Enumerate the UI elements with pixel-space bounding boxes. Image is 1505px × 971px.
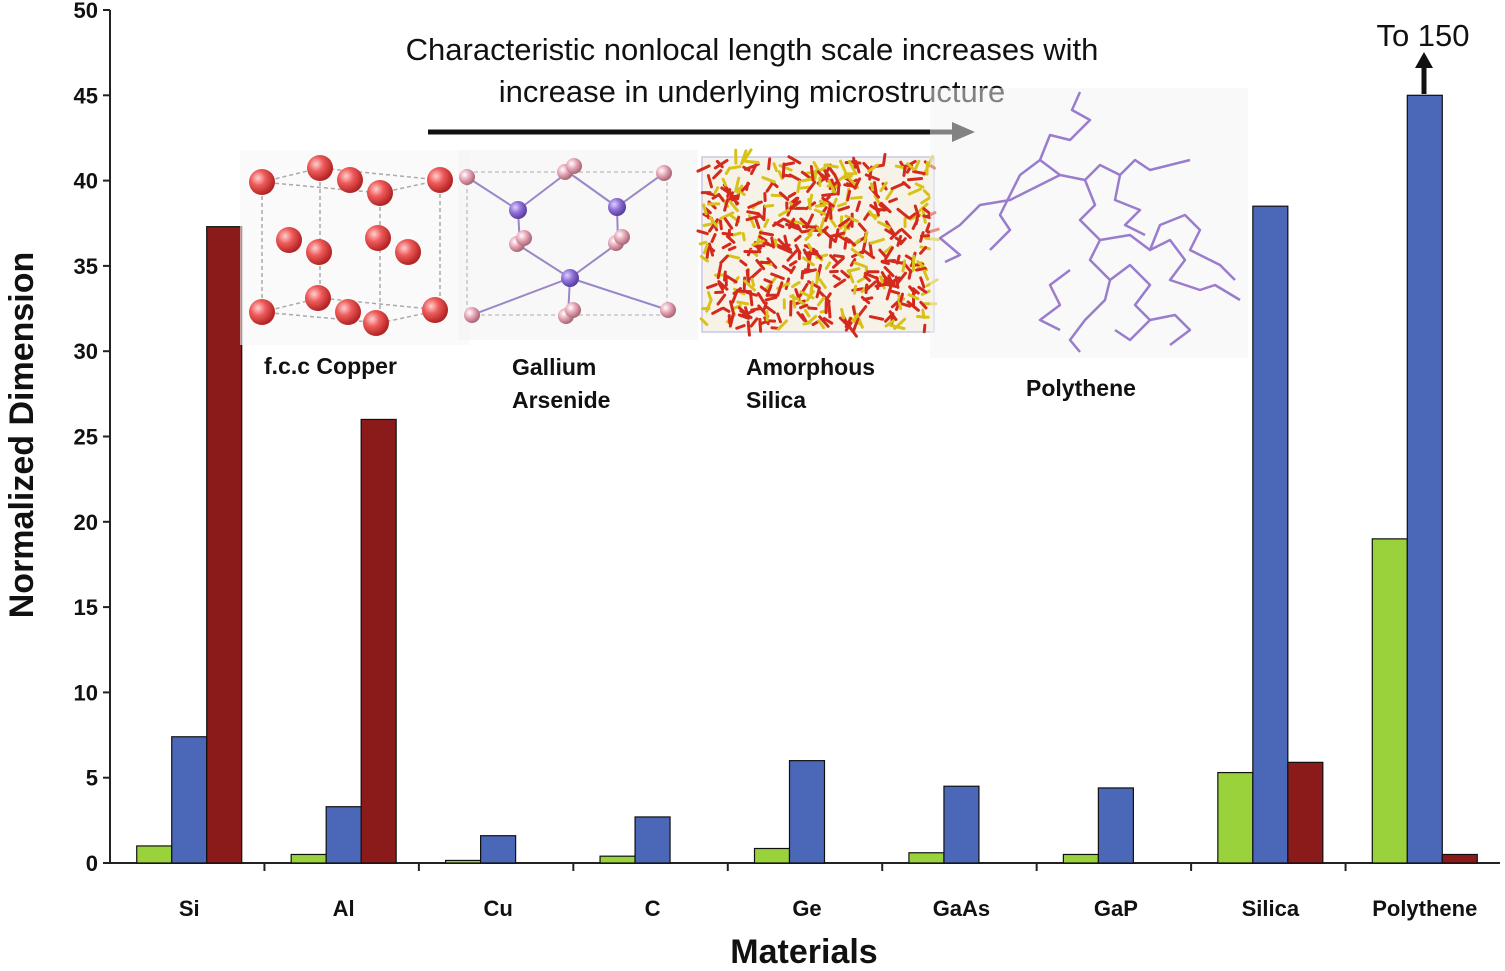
- trend-annotation-line2: increase in underlying microstructure: [499, 74, 1006, 109]
- y-tick-label: 35: [74, 254, 98, 279]
- bar-series-2-gap: [1097, 787, 1134, 864]
- y-tick-label: 10: [74, 680, 98, 705]
- x-tick-label: Al: [333, 896, 355, 921]
- bar-series-2-ge: [788, 760, 826, 864]
- bar-series-1-polythene: [1371, 538, 1408, 864]
- x-tick-label: GaP: [1094, 896, 1138, 921]
- bar-series-1-c: [599, 855, 636, 864]
- label-amorphous: Amorphous: [746, 354, 875, 380]
- label-gallium: Gallium: [512, 354, 596, 380]
- y-tick-label: 50: [74, 0, 98, 23]
- y-tick-label: 15: [74, 595, 98, 620]
- bar-series-2-si: [171, 736, 208, 864]
- y-tick-label: 40: [74, 169, 98, 194]
- x-tick-label: Polythene: [1372, 896, 1477, 921]
- bar-series-1-ge: [753, 847, 791, 864]
- bar-series-2-gaas: [943, 785, 980, 864]
- bar-series-3-si: [206, 226, 243, 864]
- clipped-bar-note: To 150: [1376, 18, 1469, 53]
- y-axis: 0 5 10 15 20 25 30 35 40 45 50: [74, 0, 110, 876]
- x-tick-label: Silica: [1242, 896, 1300, 921]
- bar-series-1-gap: [1062, 853, 1099, 864]
- bar-series-3-polythene: [1441, 853, 1478, 864]
- fcc-copper-illustration: [240, 150, 470, 345]
- bar-series-1-si: [136, 845, 173, 864]
- bar-series-1-silica: [1217, 771, 1254, 864]
- trend-arrow: [428, 122, 975, 142]
- y-tick-label: 30: [74, 339, 98, 364]
- x-tick-label: GaAs: [933, 896, 990, 921]
- label-polythene: Polythene: [1026, 375, 1136, 401]
- trend-annotation-line1: Characteristic nonlocal length scale inc…: [406, 32, 1099, 67]
- x-tick-label: Si: [179, 896, 200, 921]
- bar-series-2-silica: [1252, 205, 1289, 864]
- x-tick-label: Cu: [483, 896, 512, 921]
- y-tick-label: 5: [86, 766, 98, 791]
- y-tick-label: 25: [74, 425, 98, 450]
- polythene-illustration: [930, 88, 1248, 358]
- bar-series-1-gaas: [908, 852, 945, 864]
- bar-series-2-al: [325, 806, 362, 864]
- microstructure-illustrations: f.c.c Copper Gallium Arsenide Amorphous …: [240, 88, 1248, 413]
- bar-series-2-cu: [480, 835, 517, 864]
- bar-series-2-c: [634, 816, 671, 864]
- label-silica: Silica: [746, 387, 806, 413]
- gallium-arsenide-illustration: [458, 150, 698, 340]
- bar-series-1-cu: [445, 859, 482, 864]
- x-tick-label: Ge: [792, 896, 821, 921]
- y-tick-label: 20: [74, 510, 98, 535]
- y-tick-label: 0: [86, 851, 98, 876]
- amorphous-silica-illustration: [696, 148, 941, 338]
- label-fcc-copper: f.c.c Copper: [264, 353, 397, 379]
- x-axis: Si Al Cu C Ge GaAs GaP Silica Polythene: [179, 863, 1477, 921]
- y-axis-title: Normalized Dimension: [3, 252, 41, 619]
- x-tick-label: C: [645, 896, 661, 921]
- y-tick-label: 45: [74, 83, 98, 108]
- bar-series-3-al: [360, 418, 397, 864]
- bar-series-3-silica: [1287, 761, 1324, 864]
- x-axis-title: Materials: [730, 933, 877, 971]
- bars: [136, 94, 1478, 864]
- clipped-bar-arrow: [1415, 52, 1433, 94]
- bar-series-2-polythene: [1406, 94, 1443, 864]
- bar-series-1-al: [290, 853, 327, 864]
- label-arsenide: Arsenide: [512, 387, 610, 413]
